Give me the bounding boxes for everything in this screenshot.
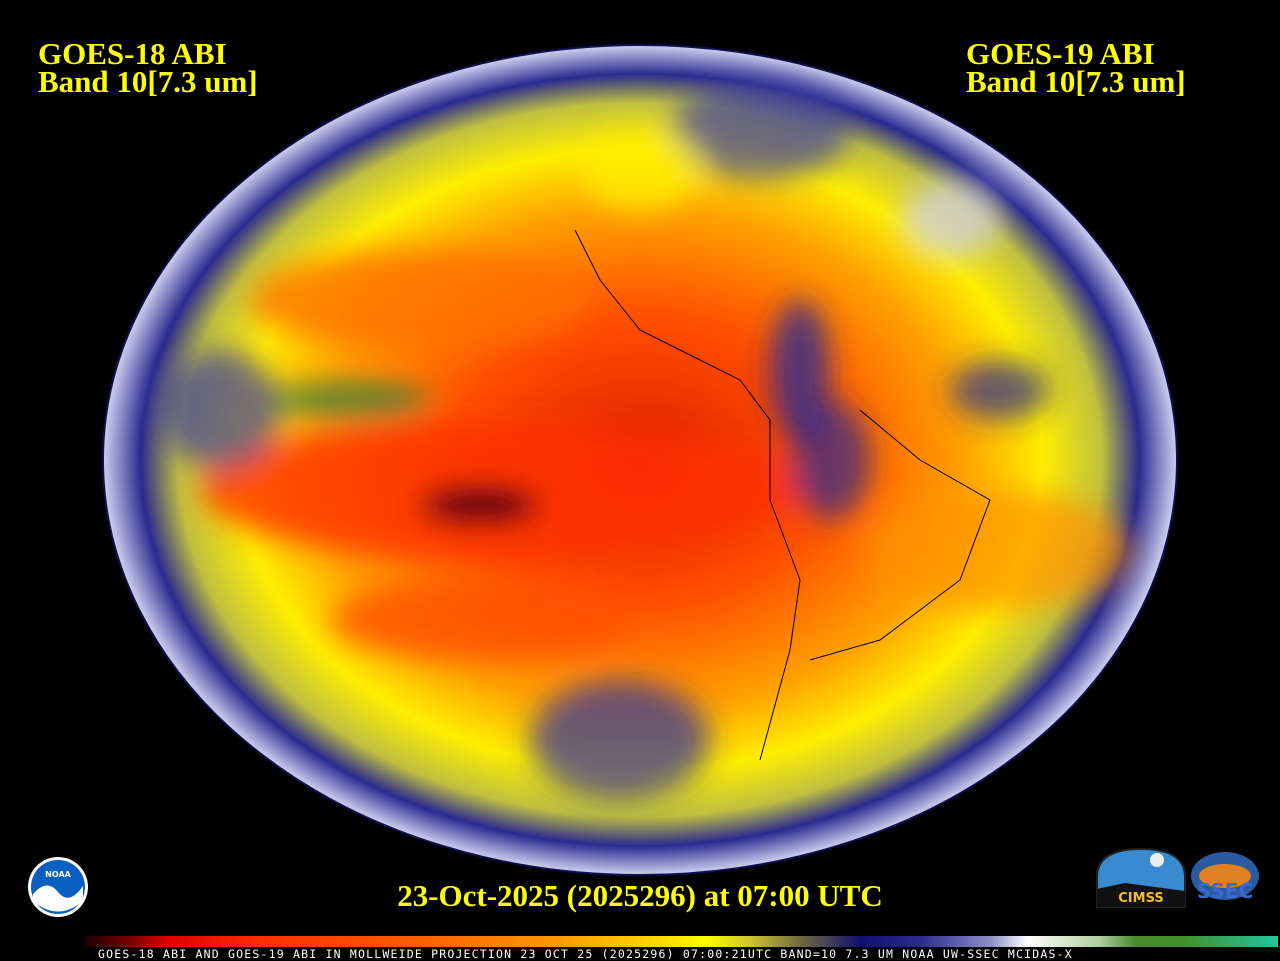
right-satellite-label: GOES-19 ABI Band 10[7.3 um] <box>966 36 1186 99</box>
color-scale-bar <box>85 936 1278 947</box>
noaa-logo: NOAA <box>28 857 88 917</box>
coastline-south-america <box>809 409 991 661</box>
left-satellite-label: GOES-18 ABI Band 10[7.3 um] <box>38 36 258 99</box>
noaa-logo-text: NOAA <box>45 870 71 879</box>
left-satellite-name: GOES-18 ABI <box>38 36 227 71</box>
cimss-logo: CIMSS <box>1096 847 1186 908</box>
ssec-logo-text: SSEC <box>1197 879 1253 903</box>
cimss-logo-text: CIMSS <box>1118 891 1163 906</box>
coastline-americas <box>574 229 801 761</box>
left-band-label: Band 10[7.3 um] <box>38 64 258 99</box>
right-band-label: Band 10[7.3 um] <box>966 64 1186 99</box>
right-satellite-name: GOES-19 ABI <box>966 36 1155 71</box>
ssec-logo: SSEC <box>1191 852 1259 903</box>
timestamp: 23-Oct-2025 (2025296) at 07:00 UTC <box>397 878 883 913</box>
image-caption: GOES-18 ABI AND GOES-19 ABI IN MOLLWEIDE… <box>98 947 1073 961</box>
